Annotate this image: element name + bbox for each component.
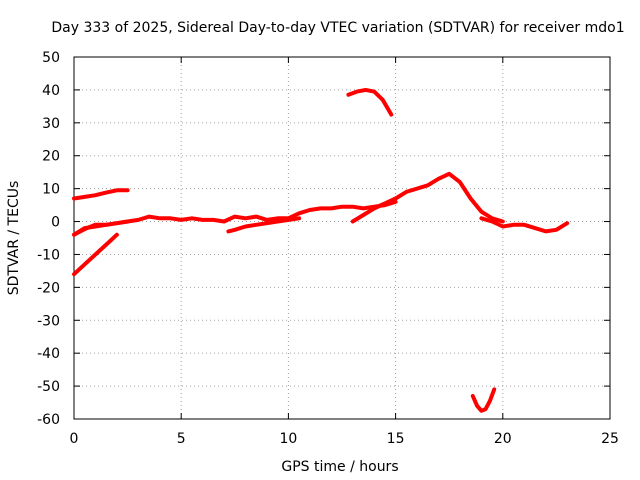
series-arc-upper-early	[72, 188, 130, 201]
y-tick-label-1: -50	[37, 379, 60, 395]
series-arc-low	[470, 387, 497, 413]
y-tick-label-4: -20	[37, 280, 60, 296]
y-tick-label-5: -10	[37, 247, 60, 263]
x-axis-label: GPS time / hours	[281, 459, 398, 475]
y-tick-label-10: 40	[42, 83, 60, 99]
y-tick-label-2: -40	[37, 346, 60, 362]
x-tick-labels: 0 5 10 15 20 25	[70, 431, 619, 447]
y-tick-label-8: 20	[42, 149, 60, 165]
y-tick-labels: -60 -50 -40 -30 -20 -10 0 10 20 30 40 50	[37, 50, 60, 428]
series-arc-late-rise	[350, 171, 505, 224]
y-tick-label-0: -60	[37, 412, 60, 428]
x-tick-label-3: 15	[387, 431, 405, 447]
plot-frame	[73, 56, 611, 420]
x-tick-label-2: 10	[279, 431, 297, 447]
grid-lines	[74, 57, 610, 419]
y-tick-label-7: 10	[42, 182, 60, 198]
y-axis-label: SDTVAR / TECUs	[6, 181, 22, 296]
y-tick-label-6: 0	[51, 215, 60, 231]
x-tick-label-5: 25	[601, 431, 619, 447]
series-arc-early-mid	[72, 219, 130, 237]
series-arc-lower-early	[72, 232, 119, 277]
axis-ticks	[73, 56, 611, 420]
data-series	[72, 87, 570, 413]
series-arc-late-tail	[479, 216, 570, 234]
series-arc-high	[346, 87, 394, 117]
y-tick-label-3: -30	[37, 313, 60, 329]
y-tick-label-11: 50	[42, 50, 60, 66]
y-tick-label-9: 30	[42, 116, 60, 132]
series-arc-mid-dip	[226, 216, 302, 234]
x-tick-label-4: 20	[494, 431, 512, 447]
x-tick-label-1: 5	[177, 431, 186, 447]
chart-title: Day 333 of 2025, Sidereal Day-to-day VTE…	[51, 20, 624, 36]
x-tick-label-0: 0	[70, 431, 79, 447]
